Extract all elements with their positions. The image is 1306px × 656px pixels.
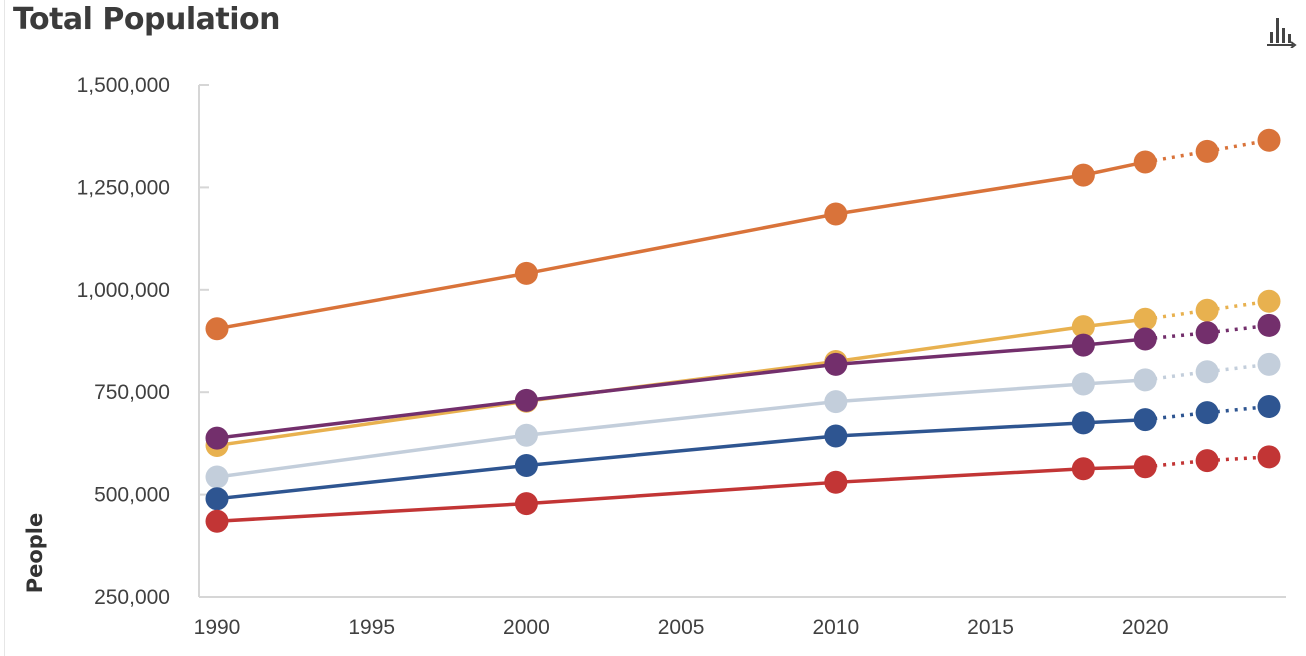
series-6 bbox=[205, 445, 1281, 533]
data-point[interactable] bbox=[1257, 352, 1281, 376]
data-point[interactable] bbox=[1071, 411, 1095, 435]
y-axis-label: People bbox=[23, 513, 47, 594]
series-line bbox=[216, 464, 1146, 523]
data-point[interactable] bbox=[514, 492, 538, 516]
data-point[interactable] bbox=[1195, 360, 1219, 384]
data-point[interactable] bbox=[514, 261, 538, 285]
data-point[interactable] bbox=[205, 487, 229, 511]
series-1 bbox=[205, 128, 1281, 341]
data-point[interactable] bbox=[1133, 327, 1157, 351]
bar-chart-icon[interactable] bbox=[1265, 14, 1297, 48]
series-2 bbox=[205, 289, 1281, 457]
series-projection-line bbox=[1145, 323, 1270, 341]
series-layer bbox=[205, 128, 1281, 533]
data-point[interactable] bbox=[1195, 401, 1219, 425]
x-tick-label: 2000 bbox=[503, 616, 550, 639]
series-projection-line bbox=[1144, 299, 1270, 322]
data-point[interactable] bbox=[1071, 457, 1095, 481]
y-tick-label: 1,250,000 bbox=[77, 176, 170, 199]
data-point[interactable] bbox=[205, 426, 229, 450]
data-point[interactable] bbox=[1071, 163, 1095, 187]
data-point[interactable] bbox=[1195, 298, 1219, 322]
data-point[interactable] bbox=[514, 423, 538, 447]
x-tick-label: 2020 bbox=[1122, 616, 1169, 639]
data-point[interactable] bbox=[1257, 289, 1281, 313]
y-tick-label: 750,000 bbox=[94, 381, 170, 404]
series-projection-line bbox=[1145, 404, 1270, 422]
series-3 bbox=[205, 313, 1281, 450]
y-tick-label: 250,000 bbox=[94, 586, 170, 609]
data-point[interactable] bbox=[205, 465, 229, 489]
y-axis: 250,000 500,000 750,000 1,000,000 1,250,000 1… bbox=[77, 74, 209, 609]
y-tick-label: 1,500,000 bbox=[77, 74, 170, 97]
data-point[interactable] bbox=[1071, 315, 1095, 339]
data-point[interactable] bbox=[205, 317, 229, 341]
data-point[interactable] bbox=[824, 390, 848, 414]
data-point[interactable] bbox=[514, 388, 538, 412]
x-tick-label: 2015 bbox=[967, 616, 1014, 639]
data-point[interactable] bbox=[824, 352, 848, 376]
data-point[interactable] bbox=[1071, 333, 1095, 357]
data-point[interactable] bbox=[1195, 449, 1219, 473]
series-line bbox=[216, 160, 1146, 331]
data-point[interactable] bbox=[1257, 445, 1281, 469]
data-point[interactable] bbox=[1133, 307, 1157, 331]
data-point[interactable] bbox=[1071, 372, 1095, 396]
x-axis: 1990 1995 2000 2005 2010 2015 2020 bbox=[194, 616, 1169, 639]
series-projection-line bbox=[1145, 455, 1270, 469]
x-tick-label: 2010 bbox=[812, 616, 859, 639]
data-point[interactable] bbox=[824, 202, 848, 226]
data-point[interactable] bbox=[1257, 313, 1281, 337]
y-tick-label: 1,000,000 bbox=[77, 279, 170, 302]
y-tick-label: 500,000 bbox=[94, 484, 170, 507]
data-point[interactable] bbox=[1133, 368, 1157, 392]
data-point[interactable] bbox=[1133, 455, 1157, 479]
data-point[interactable] bbox=[1195, 139, 1219, 163]
data-point[interactable] bbox=[1133, 408, 1157, 432]
data-point[interactable] bbox=[824, 424, 848, 448]
x-tick-label: 2005 bbox=[658, 616, 705, 639]
chart-title: Total Population bbox=[13, 2, 280, 37]
x-tick-label: 1990 bbox=[194, 616, 241, 639]
data-point[interactable] bbox=[514, 454, 538, 478]
data-point[interactable] bbox=[1257, 128, 1281, 152]
series-projection-line bbox=[1144, 138, 1270, 164]
data-point[interactable] bbox=[1133, 150, 1157, 174]
series-4 bbox=[205, 352, 1281, 489]
series-5 bbox=[205, 395, 1281, 511]
series-projection-line bbox=[1145, 362, 1270, 382]
data-point[interactable] bbox=[1257, 395, 1281, 419]
data-point[interactable] bbox=[824, 470, 848, 494]
data-point[interactable] bbox=[205, 509, 229, 533]
x-tick-label: 1995 bbox=[348, 616, 395, 639]
data-point[interactable] bbox=[1195, 321, 1219, 345]
